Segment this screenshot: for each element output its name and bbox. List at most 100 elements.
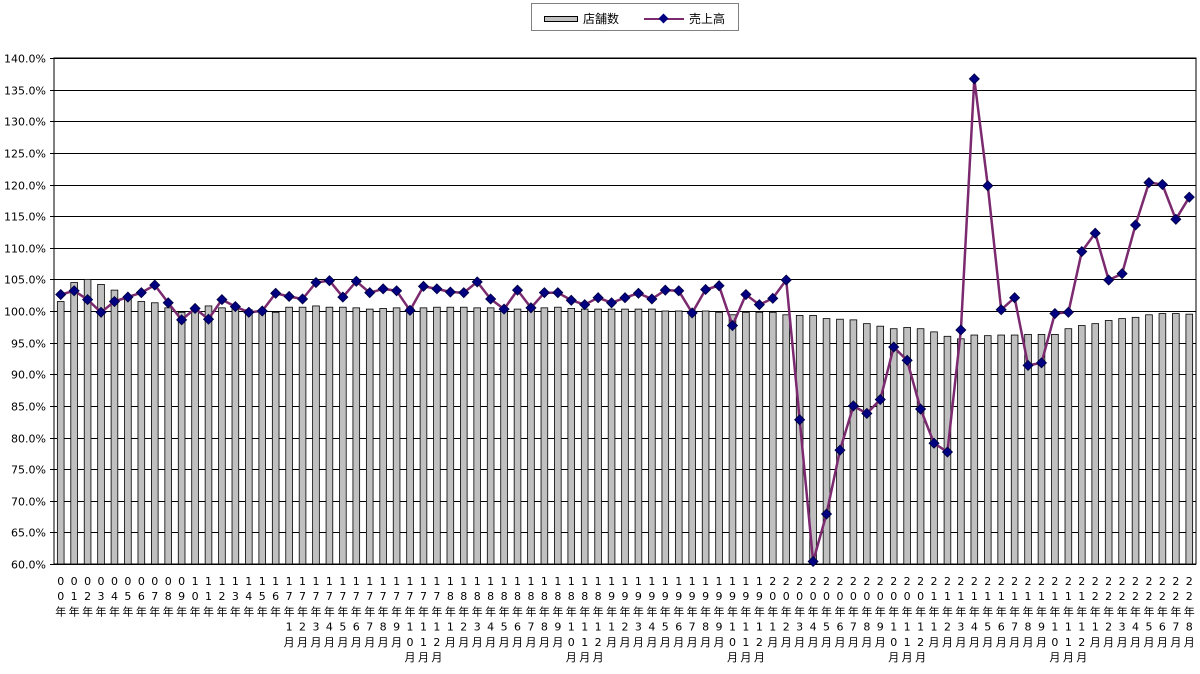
bars	[56, 278, 1194, 565]
bar	[540, 307, 549, 565]
bar	[473, 307, 481, 565]
sales-marker	[726, 319, 739, 332]
bar	[876, 325, 885, 565]
bar	[594, 308, 602, 565]
sales-marker	[820, 508, 833, 520]
bar	[406, 307, 414, 565]
sales-marker	[753, 299, 765, 311]
bar	[339, 306, 347, 565]
bar	[1010, 334, 1019, 565]
bar	[607, 308, 616, 565]
legend-item-stores: 店舗数	[544, 10, 619, 27]
legend-item-sales: 売上高	[644, 10, 725, 27]
bar	[889, 328, 898, 565]
y-tick-label: 70.0%	[11, 496, 46, 509]
bar	[674, 310, 683, 565]
bar	[755, 311, 764, 565]
bar	[554, 306, 562, 565]
bar	[634, 308, 643, 565]
bar	[392, 307, 401, 565]
bar	[1172, 313, 1180, 565]
sales-marker	[444, 286, 456, 298]
bar	[688, 310, 696, 565]
sales-marker	[176, 314, 188, 326]
y-tick-label: 75.0%	[11, 464, 46, 477]
bar	[1064, 328, 1073, 565]
sales-marker	[1049, 307, 1061, 320]
sales-marker	[941, 446, 954, 458]
sales-marker	[391, 285, 403, 297]
bar	[621, 308, 629, 565]
legend-label-sales: 売上高	[689, 12, 726, 26]
legend: 店舗数 売上高	[531, 3, 739, 31]
sales-marker	[1009, 292, 1021, 304]
sales-marker	[861, 407, 873, 420]
bar	[70, 282, 78, 565]
bar	[769, 311, 777, 565]
bar	[1185, 313, 1194, 565]
sales-marker	[834, 444, 846, 456]
sales-marker	[485, 293, 497, 305]
bar	[352, 307, 361, 565]
bar	[365, 308, 374, 565]
bar	[298, 306, 307, 565]
sales-marker	[847, 400, 859, 412]
bar	[728, 314, 737, 565]
sales-marker	[55, 288, 67, 301]
sales-marker	[1062, 306, 1074, 318]
sales-marker	[1076, 245, 1088, 258]
bar	[164, 307, 172, 565]
sales-marker	[108, 295, 121, 308]
bar	[863, 323, 871, 565]
sales-marker	[632, 287, 645, 299]
bar	[903, 327, 911, 565]
bar	[795, 315, 804, 565]
sales-marker	[511, 284, 524, 296]
bar	[419, 307, 428, 565]
bar	[1078, 325, 1086, 565]
y-tick-label: 60.0%	[11, 559, 46, 572]
bar	[916, 328, 925, 565]
sales-marker	[740, 288, 752, 301]
bar	[1104, 320, 1113, 565]
sales-marker	[552, 287, 564, 299]
sales-marker	[95, 306, 107, 318]
sales-marker	[498, 303, 510, 315]
legend-bar-swatch	[544, 15, 578, 22]
bar	[204, 305, 213, 565]
sales-marker	[928, 437, 940, 449]
